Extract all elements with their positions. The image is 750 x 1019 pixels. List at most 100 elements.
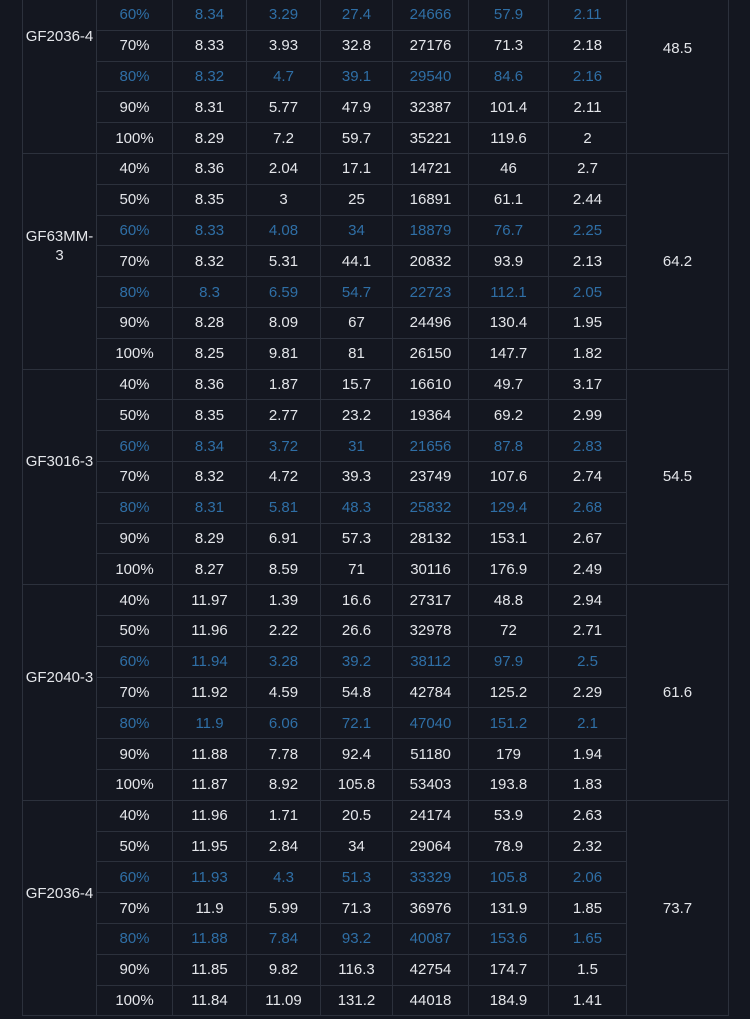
table-row: 90% 8.31 5.77 47.9 32387 101.4 2.11 — [23, 91, 729, 124]
value-cell: 2.5 — [548, 645, 627, 678]
value-cell: 3 — [246, 183, 321, 216]
value-cell: 33329 — [392, 861, 469, 894]
load-percent-cell: 80% — [96, 491, 173, 524]
value-cell: 72.1 — [320, 707, 393, 740]
value-cell: 25 — [320, 183, 393, 216]
table-row: 100% 11.84 11.09 131.2 44018 184.9 1.41 — [23, 984, 729, 1017]
load-percent-cell: 90% — [96, 953, 173, 986]
value-cell: 193.8 — [468, 768, 549, 801]
load-percent-cell: 100% — [96, 984, 173, 1017]
value-cell: 4.7 — [246, 60, 321, 93]
table-row: 60% 11.94 3.28 39.2 38112 97.9 2.5 — [23, 645, 729, 678]
value-cell: 69.2 — [468, 399, 549, 432]
value-cell: 7.78 — [246, 738, 321, 770]
table-row: 50% 11.95 2.84 34 29064 78.9 2.32 — [23, 830, 729, 863]
value-cell: 54.7 — [320, 276, 393, 308]
value-cell: 176.9 — [468, 553, 549, 586]
value-cell: 42784 — [392, 676, 469, 709]
value-cell: 2.83 — [548, 430, 627, 462]
value-cell: 46 — [468, 152, 549, 185]
value-cell: 8.32 — [172, 460, 247, 493]
value-cell: 2.49 — [548, 553, 627, 586]
value-cell: 5.81 — [246, 491, 321, 524]
value-cell: 36976 — [392, 892, 469, 924]
value-cell: 20.5 — [320, 799, 393, 832]
value-cell: 5.31 — [246, 245, 321, 278]
value-cell: 61.1 — [468, 183, 549, 216]
value-cell: 116.3 — [320, 953, 393, 986]
value-cell: 8.27 — [172, 553, 247, 586]
value-cell: 15.7 — [320, 368, 393, 401]
value-cell: 39.2 — [320, 645, 393, 678]
value-cell: 2 — [548, 122, 627, 154]
value-cell: 2.18 — [548, 29, 627, 62]
value-cell: 1.5 — [548, 953, 627, 986]
value-cell: 6.06 — [246, 707, 321, 740]
value-cell: 153.6 — [468, 922, 549, 955]
value-cell: 2.22 — [246, 614, 321, 647]
value-cell: 7.84 — [246, 922, 321, 955]
value-cell: 2.68 — [548, 491, 627, 524]
value-cell: 153.1 — [468, 522, 549, 555]
value-cell: 14721 — [392, 152, 469, 185]
value-cell: 8.36 — [172, 152, 247, 185]
value-cell: 8.28 — [172, 306, 247, 339]
value-cell: 51.3 — [320, 861, 393, 894]
value-cell: 32.8 — [320, 29, 393, 62]
value-cell: 11.85 — [172, 953, 247, 986]
value-cell: 2.25 — [548, 214, 627, 247]
value-cell: 2.1 — [548, 707, 627, 740]
table-row: 100% 8.25 9.81 81 26150 147.7 1.82 — [23, 337, 729, 370]
table-row: 90% 8.28 8.09 67 24496 130.4 1.95 — [23, 306, 729, 339]
load-percent-cell: 80% — [96, 707, 173, 740]
value-cell: 130.4 — [468, 306, 549, 339]
value-cell: 18879 — [392, 214, 469, 247]
load-percent-cell: 60% — [96, 430, 173, 462]
value-cell: 23749 — [392, 460, 469, 493]
load-percent-cell: 70% — [96, 245, 173, 278]
value-cell: 9.81 — [246, 337, 321, 370]
model-name-cell: GF63MM-3 — [22, 152, 97, 370]
load-percent-cell: 60% — [96, 0, 173, 31]
table-row: 70% 11.92 4.59 54.8 42784 125.2 2.29 — [23, 676, 729, 709]
value-cell: 16891 — [392, 183, 469, 216]
value-cell: 2.84 — [246, 830, 321, 863]
value-cell: 4.3 — [246, 861, 321, 894]
value-cell: 1.94 — [548, 738, 627, 770]
table-row: GF2040-3 40% 11.97 1.39 16.6 27317 48.8 2.94 61.… — [22, 584, 729, 801]
load-percent-cell: 60% — [96, 214, 173, 247]
load-percent-cell: 40% — [96, 368, 173, 401]
load-percent-cell: 70% — [96, 676, 173, 709]
table-row: GF2036-4 60% 8.34 3.29 27.4 24666 57.9 2.11 48.5 — [22, 0, 729, 154]
table-row: 50% 11.96 2.22 26.6 32978 72 2.71 — [23, 614, 729, 647]
table-row: 60% 11.93 4.3 51.3 33329 105.8 2.06 — [23, 861, 729, 894]
value-cell: 4.59 — [246, 676, 321, 709]
value-cell: 26.6 — [320, 614, 393, 647]
load-percent-cell: 90% — [96, 306, 173, 339]
value-cell: 105.8 — [320, 768, 393, 801]
value-cell: 27.4 — [320, 0, 393, 31]
value-cell: 2.74 — [548, 460, 627, 493]
value-cell: 39.1 — [320, 60, 393, 93]
value-cell: 129.4 — [468, 491, 549, 524]
table-row: 100% 11.87 8.92 105.8 53403 193.8 1.83 — [23, 768, 729, 801]
value-cell: 105.8 — [468, 861, 549, 894]
load-percent-cell: 100% — [96, 768, 173, 801]
value-cell: 76.7 — [468, 214, 549, 247]
value-cell: 112.1 — [468, 276, 549, 308]
table-row: GF2036-4 40% 11.96 1.71 20.5 24174 53.9 2.63 73.… — [22, 799, 729, 1017]
value-cell: 2.63 — [548, 799, 627, 832]
value-cell: 131.9 — [468, 892, 549, 924]
value-cell: 8.59 — [246, 553, 321, 586]
value-cell: 28132 — [392, 522, 469, 555]
value-cell: 53403 — [392, 768, 469, 801]
table-row: 60% 8.33 4.08 34 18879 76.7 2.25 — [23, 214, 729, 247]
value-cell: 11.96 — [172, 799, 247, 832]
value-cell: 27317 — [392, 584, 469, 616]
value-cell: 34 — [320, 830, 393, 863]
value-cell: 9.82 — [246, 953, 321, 986]
value-cell: 17.1 — [320, 152, 393, 185]
value-cell: 1.87 — [246, 368, 321, 401]
group-value-cell: 54.5 — [626, 368, 729, 586]
value-cell: 147.7 — [468, 337, 549, 370]
